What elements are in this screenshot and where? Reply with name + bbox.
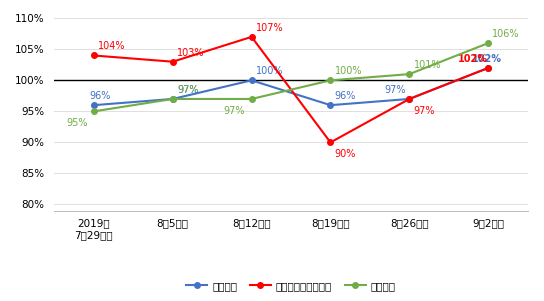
Text: 97%: 97% (413, 106, 435, 116)
Text: 95%: 95% (66, 118, 88, 128)
Line: 日雑合計: 日雑合計 (91, 40, 491, 114)
日雑合計 (485, 41, 492, 45)
Text: 96%: 96% (335, 91, 356, 101)
日雑合計 (406, 72, 413, 76)
アルコール飲料合計 (485, 66, 492, 70)
食品合計 (327, 103, 334, 107)
Legend: 食品合計, アルコール飲料合計, 日雑合計: 食品合計, アルコール飲料合計, 日雑合計 (182, 277, 400, 295)
アルコール飲料合計 (248, 35, 255, 39)
食品合計 (170, 97, 176, 101)
Text: 101%: 101% (413, 60, 441, 70)
アルコール飲料合計 (327, 141, 334, 144)
Text: 90%: 90% (335, 149, 356, 159)
アルコール飲料合計 (170, 60, 176, 64)
Line: アルコール飲料合計: アルコール飲料合計 (91, 34, 491, 145)
Text: 97%: 97% (177, 85, 199, 95)
日雑合計 (90, 110, 97, 113)
Text: 96%: 96% (90, 91, 111, 101)
アルコール飲料合計 (90, 54, 97, 57)
Text: 104%: 104% (98, 41, 126, 51)
食品合計 (485, 66, 492, 70)
Text: 97%: 97% (224, 106, 245, 116)
食品合計 (248, 79, 255, 82)
アルコール飲料合計 (406, 97, 413, 101)
Text: 106%: 106% (492, 29, 520, 39)
Text: 107%: 107% (256, 23, 283, 33)
日雑合計 (170, 97, 176, 101)
日雑合計 (327, 79, 334, 82)
Text: 97%: 97% (385, 85, 406, 95)
Text: 100%: 100% (256, 66, 283, 76)
Text: 97%: 97% (177, 85, 199, 95)
Text: 100%: 100% (335, 66, 362, 76)
Text: 102%: 102% (472, 54, 502, 64)
食品合計 (406, 97, 413, 101)
Text: 103%: 103% (177, 48, 205, 57)
Text: 102%: 102% (458, 54, 487, 64)
食品合計 (90, 103, 97, 107)
日雑合計 (248, 97, 255, 101)
Line: 食品合計: 食品合計 (91, 65, 491, 108)
